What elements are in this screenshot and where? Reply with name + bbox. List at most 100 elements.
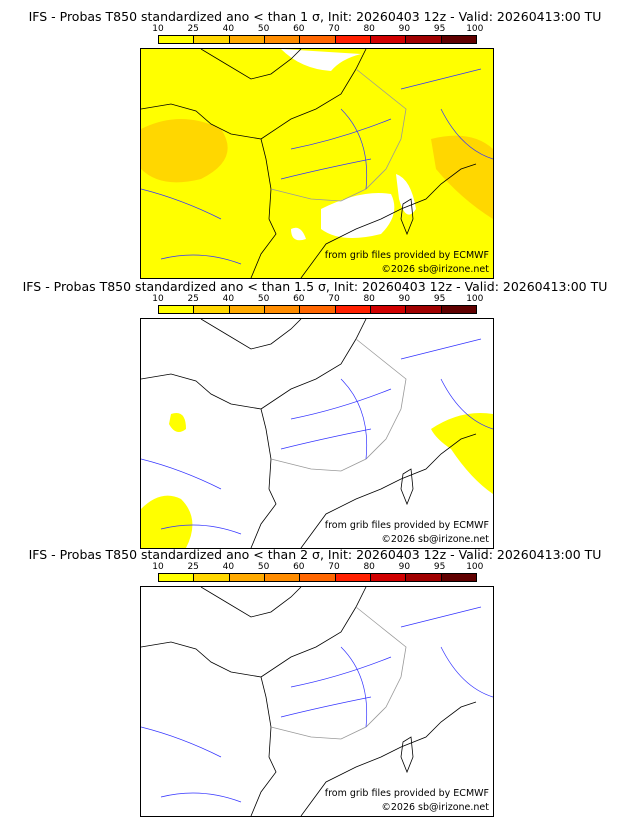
colorbar-tick: 40 xyxy=(222,24,235,34)
coastline xyxy=(141,49,477,278)
colorbar-segment xyxy=(406,574,442,581)
colorbar-segment xyxy=(194,574,230,581)
river xyxy=(290,656,392,688)
colorbar-segment xyxy=(335,574,371,581)
colorbar-tick: 100 xyxy=(466,562,484,572)
copyright: ©2026 sb@irizone.net xyxy=(381,264,489,275)
river xyxy=(141,188,222,220)
river xyxy=(160,254,242,265)
river xyxy=(440,646,493,698)
colorbar-tick: 70 xyxy=(328,294,340,304)
colorbar xyxy=(158,35,477,44)
colorbar-tick: 90 xyxy=(398,294,411,304)
river xyxy=(280,696,372,718)
data-credit: from grib files provided by ECMWF xyxy=(324,250,489,261)
colorbar-tick: 50 xyxy=(257,24,270,34)
colorbar-ticks: 10 25 40 50 60 70 80 90 95 100 xyxy=(150,294,490,304)
river xyxy=(440,378,493,430)
probability-map: from grib files provided by ECMWF ©2026 s… xyxy=(140,48,494,279)
coastline xyxy=(141,587,477,816)
river xyxy=(400,338,482,360)
colorbar-segment xyxy=(335,306,371,313)
map-svg xyxy=(141,319,493,548)
colorbar-segment xyxy=(441,306,476,313)
colorbar-segment xyxy=(370,36,407,43)
colorbar-segment xyxy=(300,574,336,581)
map-svg xyxy=(141,587,493,816)
colorbar-tick: 25 xyxy=(187,24,199,34)
colorbar-tick: 95 xyxy=(433,562,446,572)
panel-title: IFS - Probas T850 standardized ano < tha… xyxy=(22,279,608,294)
colorbar-segment xyxy=(159,306,195,313)
probability-map: from grib files provided by ECMWF ©2026 s… xyxy=(140,586,494,817)
colorbar-tick: 25 xyxy=(187,294,199,304)
colorbar-segment xyxy=(194,306,230,313)
river xyxy=(160,524,242,535)
border xyxy=(270,338,407,472)
colorbar-ticks: 10 25 40 50 60 70 80 90 95 100 xyxy=(150,24,490,34)
river xyxy=(340,378,367,460)
river xyxy=(340,646,367,728)
colorbar-segment xyxy=(300,306,336,313)
coastline xyxy=(141,319,477,548)
river xyxy=(400,606,482,628)
river xyxy=(141,726,222,758)
copyright: ©2026 sb@irizone.net xyxy=(381,534,489,545)
data-credit: from grib files provided by ECMWF xyxy=(324,520,489,531)
colorbar-segment xyxy=(370,306,407,313)
colorbar-tick: 70 xyxy=(328,562,340,572)
river xyxy=(340,108,367,190)
colorbar-segment xyxy=(264,574,301,581)
colorbar-segment xyxy=(264,36,301,43)
river xyxy=(280,428,372,450)
colorbar-segment xyxy=(229,36,265,43)
colorbar-tick: 40 xyxy=(222,562,235,572)
colorbar-tick: 80 xyxy=(363,24,375,34)
probability-area xyxy=(141,413,493,548)
river xyxy=(290,118,392,150)
colorbar-tick: 50 xyxy=(257,294,270,304)
border xyxy=(270,606,407,740)
colorbar-tick: 10 xyxy=(152,24,164,34)
colorbar-ticks: 10 25 40 50 60 70 80 90 95 100 xyxy=(150,562,490,572)
river xyxy=(280,158,372,180)
probability-area xyxy=(141,49,493,278)
probability-area-high xyxy=(141,119,493,219)
border xyxy=(270,68,407,202)
river xyxy=(440,108,493,160)
colorbar-tick: 60 xyxy=(293,294,305,304)
colorbar-tick: 10 xyxy=(152,562,164,572)
colorbar-tick: 80 xyxy=(363,562,375,572)
colorbar-tick: 90 xyxy=(398,562,411,572)
colorbar-segment xyxy=(300,36,336,43)
river xyxy=(160,792,242,803)
colorbar-segment xyxy=(370,574,407,581)
panel-title: IFS - Probas T850 standardized ano < tha… xyxy=(28,547,602,562)
colorbar-segment xyxy=(159,36,195,43)
colorbar-tick: 95 xyxy=(433,294,446,304)
colorbar-segment xyxy=(229,306,265,313)
colorbar-segment xyxy=(441,574,476,581)
colorbar-tick: 10 xyxy=(152,294,164,304)
colorbar xyxy=(158,305,477,314)
probability-map: from grib files provided by ECMWF ©2026 s… xyxy=(140,318,494,549)
colorbar-segment xyxy=(406,306,442,313)
colorbar-tick: 100 xyxy=(466,294,484,304)
colorbar-segment xyxy=(229,574,265,581)
river xyxy=(290,388,392,420)
river xyxy=(400,68,482,90)
colorbar-segment xyxy=(406,36,442,43)
colorbar-segment xyxy=(441,36,476,43)
colorbar-tick: 40 xyxy=(222,294,235,304)
colorbar-tick: 80 xyxy=(363,294,375,304)
colorbar-segment xyxy=(159,574,195,581)
no-probability-area xyxy=(281,49,416,241)
copyright: ©2026 sb@irizone.net xyxy=(381,802,489,813)
colorbar-tick: 25 xyxy=(187,562,199,572)
colorbar-tick: 100 xyxy=(466,24,484,34)
colorbar-tick: 50 xyxy=(257,562,270,572)
colorbar-tick: 70 xyxy=(328,24,340,34)
panel-title: IFS - Probas T850 standardized ano < tha… xyxy=(28,9,602,24)
colorbar-tick: 95 xyxy=(433,24,446,34)
colorbar xyxy=(158,573,477,582)
